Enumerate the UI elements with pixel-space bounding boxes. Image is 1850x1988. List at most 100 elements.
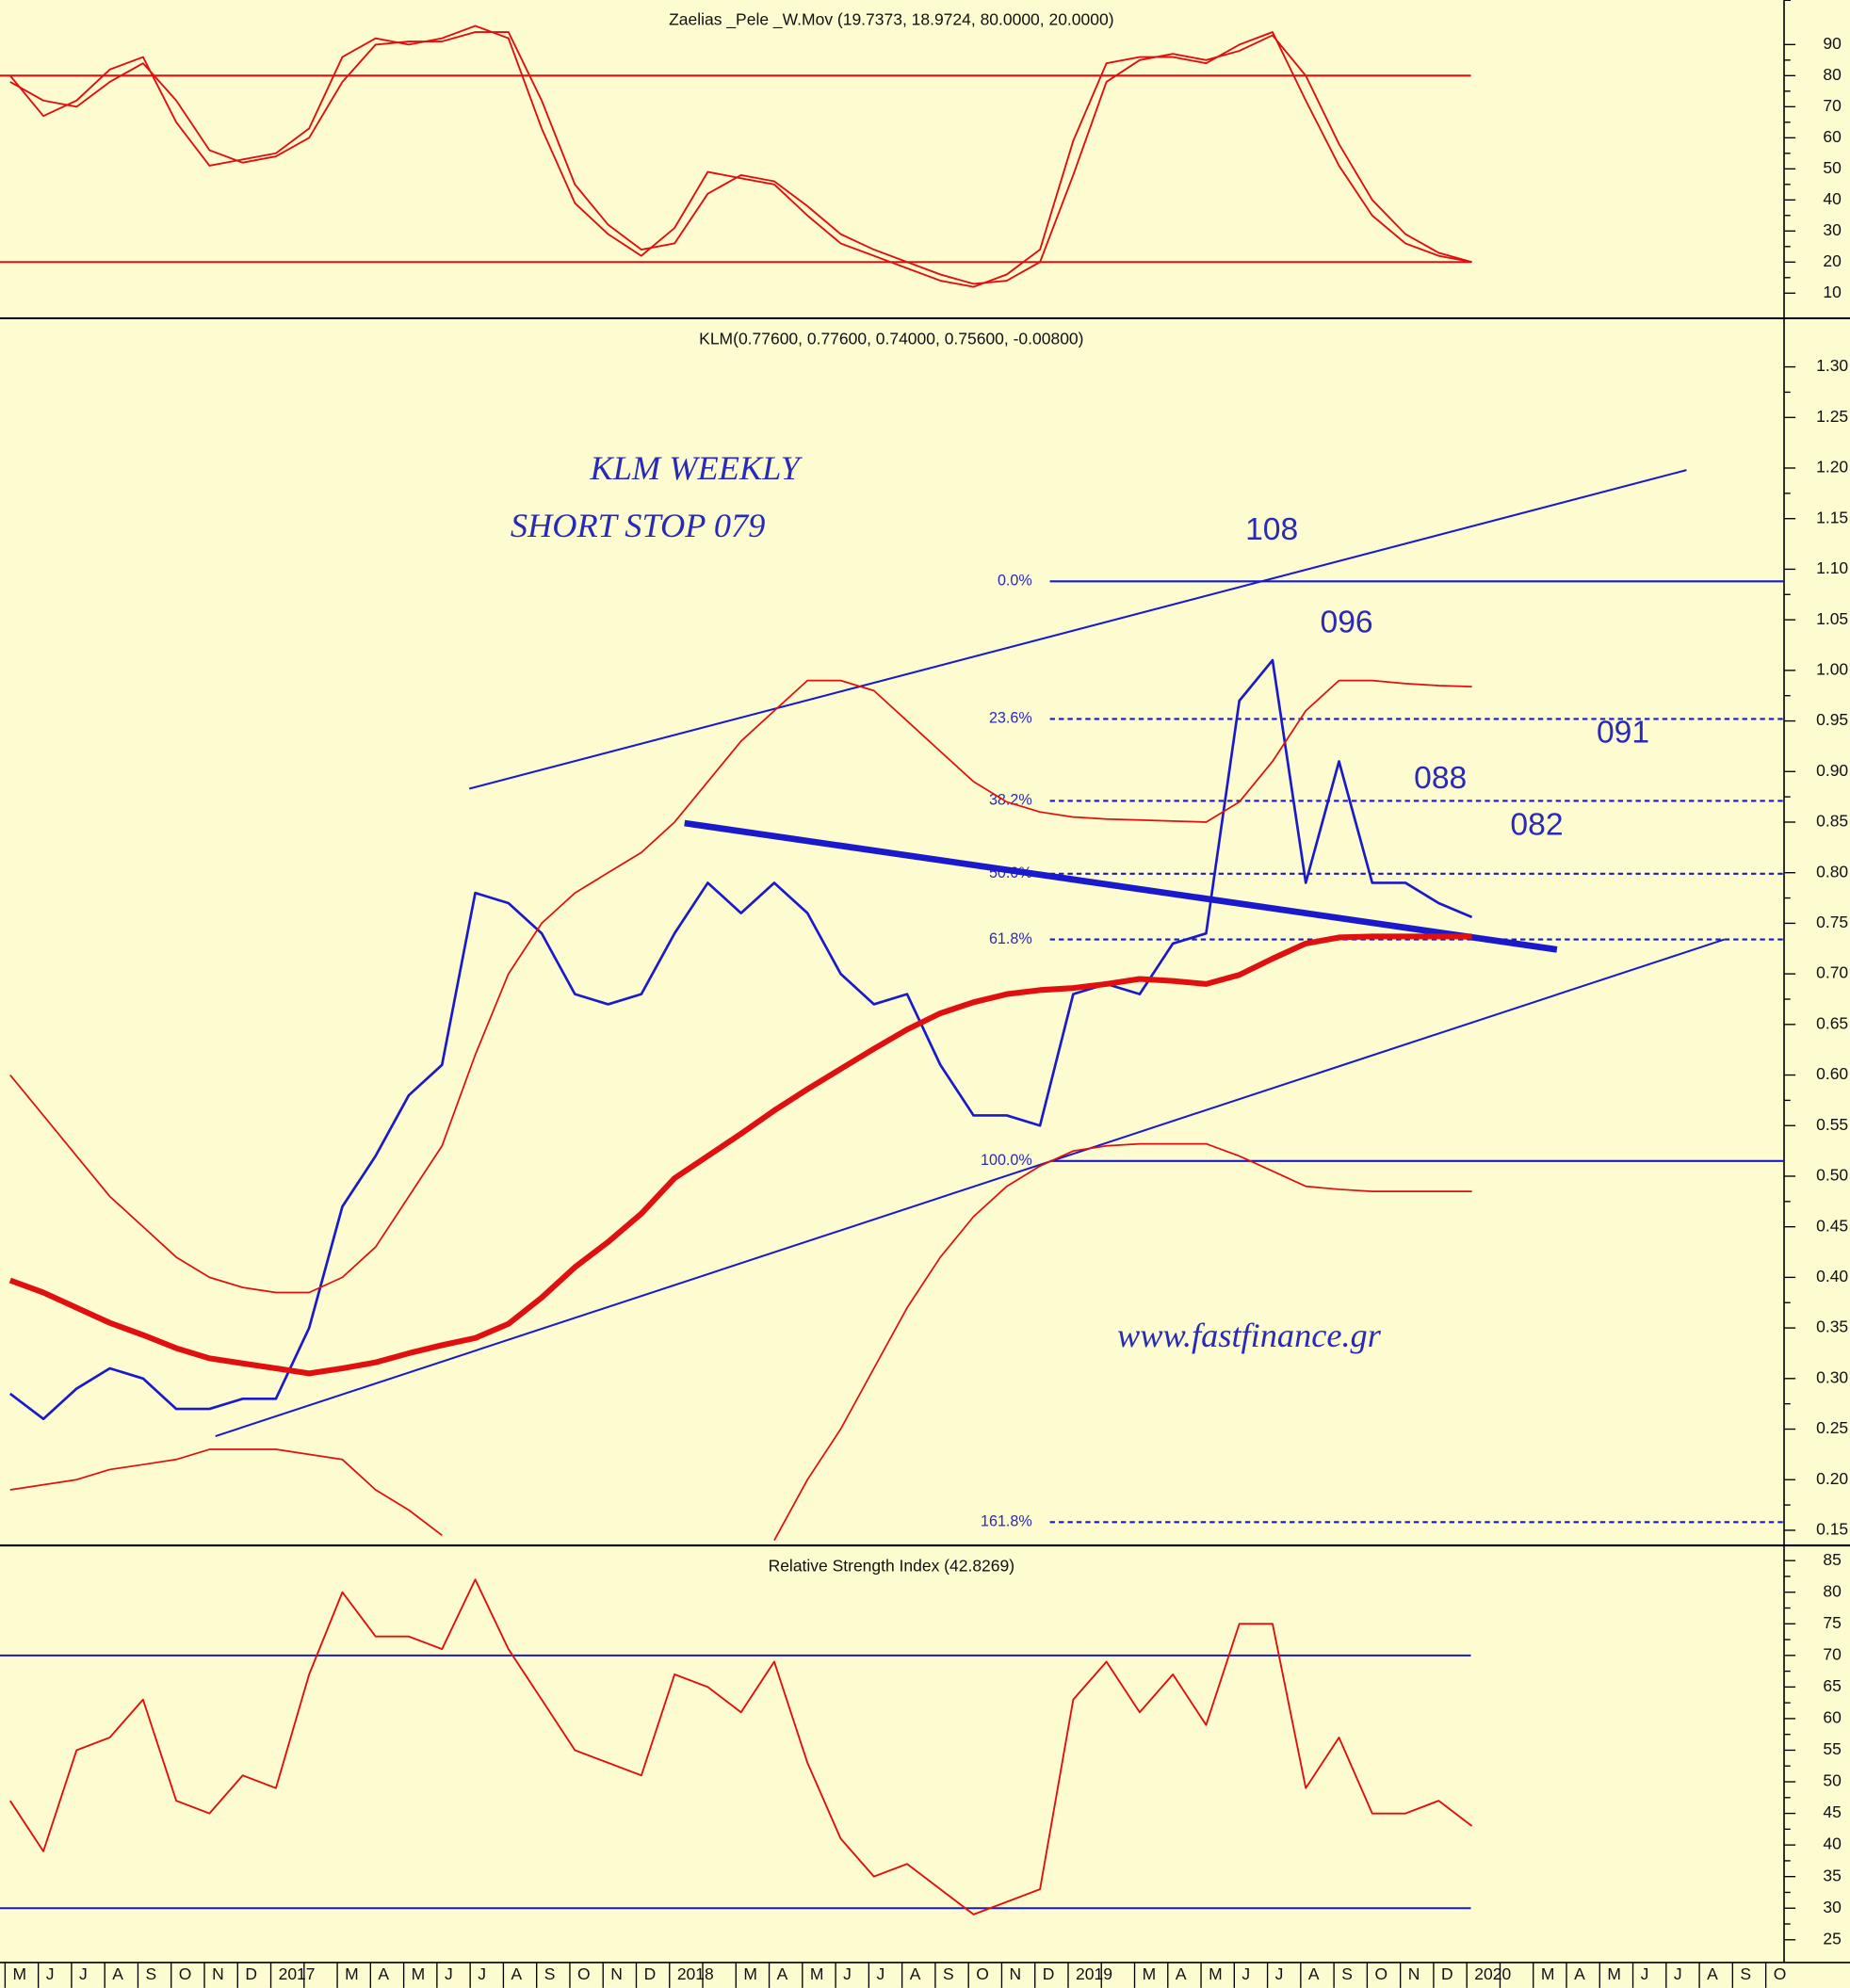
chart-title: Relative Strength Index (42.8269): [769, 1557, 1014, 1576]
y-tick-label: 0.45: [1816, 1216, 1848, 1235]
y-tick-label: 0.35: [1816, 1317, 1848, 1336]
y-tick-label: 1.15: [1816, 508, 1848, 526]
x-tick-label: M: [1143, 1964, 1157, 1983]
annotation: 082: [1510, 808, 1563, 843]
x-tick-label: A: [910, 1964, 921, 1983]
annotation: 091: [1597, 715, 1649, 750]
x-tick-label: A: [378, 1964, 389, 1983]
annotation: SHORT STOP 079: [511, 507, 766, 544]
x-tick-label: S: [1740, 1964, 1751, 1983]
x-tick-label: N: [212, 1964, 224, 1983]
y-tick-label: 1.10: [1816, 558, 1848, 577]
y-tick-label: 25: [1823, 1929, 1841, 1948]
y-tick-label: 0.40: [1816, 1267, 1848, 1285]
x-tick-label: A: [1707, 1964, 1718, 1983]
fib-label: 38.2%: [989, 792, 1032, 809]
series-line: [9, 679, 1472, 1294]
y-tick-label: 0.15: [1816, 1520, 1848, 1539]
x-tick-label: J: [843, 1964, 852, 1983]
x-tick-label: A: [1176, 1964, 1187, 1983]
y-tick-label: 1.25: [1816, 407, 1848, 426]
x-tick-label: O: [577, 1964, 591, 1983]
chart-title: Zaelias _Pele _W.Mov (19.7373, 18.9724, …: [669, 9, 1113, 29]
y-tick-label: 0.60: [1816, 1064, 1848, 1083]
y-tick-label: 75: [1823, 1613, 1841, 1632]
trendline: [215, 938, 1725, 1438]
x-tick-label: J: [478, 1964, 486, 1983]
x-tick-label: O: [1374, 1964, 1388, 1983]
x-tick-label: O: [1774, 1964, 1787, 1983]
y-tick-label: 35: [1823, 1866, 1841, 1884]
y-tick-label: 80: [1823, 1581, 1842, 1600]
x-tick-label: M: [345, 1964, 359, 1983]
trendline: [468, 469, 1687, 790]
x-tick-label: M: [1209, 1964, 1223, 1983]
x-tick-label: M: [743, 1964, 757, 1983]
fib-label: 100.0%: [981, 1152, 1032, 1169]
chart-title: KLM(0.77600, 0.77600, 0.74000, 0.75600, …: [699, 330, 1083, 348]
fib-label: 61.8%: [989, 930, 1032, 947]
y-tick-label: 0.30: [1816, 1367, 1848, 1386]
x-tick-label: A: [112, 1964, 123, 1983]
y-tick-label: 0.80: [1816, 862, 1848, 881]
y-tick-label: 55: [1823, 1739, 1841, 1758]
x-tick-label: D: [1441, 1964, 1453, 1983]
y-tick-label: 0.70: [1816, 963, 1848, 982]
series-line: [8, 658, 1473, 1421]
trendline: [684, 819, 1558, 953]
x-tick-label: M: [1607, 1964, 1621, 1983]
y-tick-label: 20: [1823, 251, 1842, 270]
x-tick-label: 2019: [1076, 1964, 1112, 1983]
y-tick-label: 90: [1823, 34, 1842, 53]
y-tick-label: 45: [1823, 1802, 1841, 1821]
series-line: [8, 933, 1472, 1377]
y-tick-label: 0.55: [1816, 1115, 1848, 1134]
x-tick-label: O: [179, 1964, 192, 1983]
x-tick-label: J: [46, 1964, 55, 1983]
y-tick-label: 80: [1823, 65, 1842, 84]
y-tick-label: 0.25: [1816, 1418, 1848, 1437]
y-tick-label: 70: [1823, 96, 1842, 115]
series-line: [8, 1578, 1473, 1915]
annotation: 108: [1245, 512, 1298, 547]
y-tick-label: 0.50: [1816, 1166, 1848, 1185]
x-tick-label: J: [79, 1964, 88, 1983]
series-line: [9, 1142, 1472, 1542]
annotation: KLM WEEKLY: [590, 449, 803, 487]
y-tick-label: 60: [1823, 127, 1842, 146]
y-tick-label: 1.20: [1816, 458, 1848, 477]
x-tick-label: D: [1043, 1964, 1055, 1983]
annotation: 088: [1414, 761, 1467, 796]
y-tick-label: 0.20: [1816, 1469, 1848, 1488]
x-tick-label: J: [1674, 1964, 1682, 1983]
annotation: www.fastfinance.gr: [1117, 1317, 1382, 1354]
y-tick-label: 0.90: [1816, 761, 1848, 780]
x-tick-label: D: [245, 1964, 257, 1983]
fib-label: 23.6%: [989, 710, 1032, 727]
series-line: [9, 31, 1472, 285]
x-tick-label: M: [1541, 1964, 1555, 1983]
y-tick-label: 0.65: [1816, 1013, 1848, 1032]
x-tick-label: N: [1408, 1964, 1420, 1983]
y-tick-label: 65: [1823, 1676, 1841, 1695]
x-tick-label: 2018: [677, 1964, 714, 1983]
x-tick-label: S: [544, 1964, 556, 1983]
y-tick-label: 0.95: [1816, 710, 1848, 729]
x-tick-label: S: [943, 1964, 954, 1983]
x-tick-label: O: [976, 1964, 989, 1983]
x-tick-label: M: [810, 1964, 824, 1983]
x-tick-label: M: [12, 1964, 26, 1983]
series-line: [9, 24, 1472, 288]
y-tick-label: 40: [1823, 1834, 1842, 1853]
fib-label: 161.8%: [981, 1513, 1032, 1530]
x-tick-label: A: [511, 1964, 522, 1983]
x-tick-label: J: [445, 1964, 453, 1983]
y-tick-label: 40: [1823, 189, 1842, 208]
x-tick-label: S: [146, 1964, 157, 1983]
y-tick-label: 50: [1823, 1771, 1842, 1790]
x-tick-label: 2020: [1474, 1964, 1511, 1983]
x-tick-label: J: [876, 1964, 884, 1983]
y-tick-label: 30: [1823, 220, 1842, 239]
